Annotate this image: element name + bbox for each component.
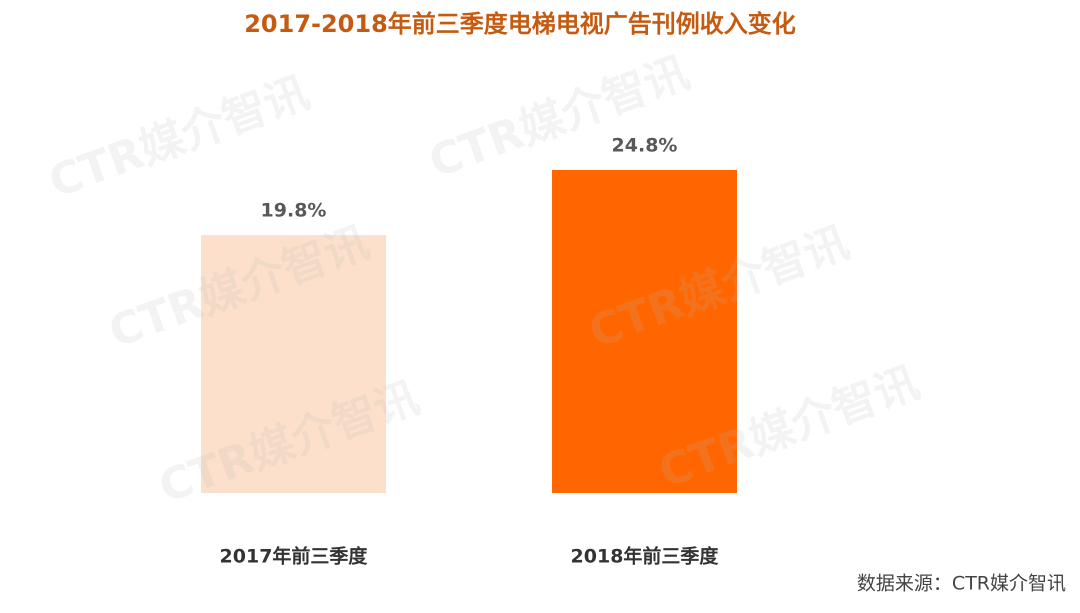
x-tick-label: 2017年前三季度	[220, 545, 369, 568]
source-note: 数据来源：CTR媒介智讯	[857, 573, 1066, 595]
chart-title: 2017-2018年前三季度电梯电视广告刊例收入变化	[244, 10, 796, 38]
bar	[552, 170, 737, 493]
bar	[201, 235, 386, 493]
x-tick-label: 2018年前三季度	[571, 545, 720, 568]
watermark: CTR媒介智讯	[423, 47, 696, 188]
data-label: 24.8%	[612, 135, 678, 157]
data-label: 19.8%	[261, 200, 327, 222]
watermark: CTR媒介智讯	[43, 67, 316, 208]
